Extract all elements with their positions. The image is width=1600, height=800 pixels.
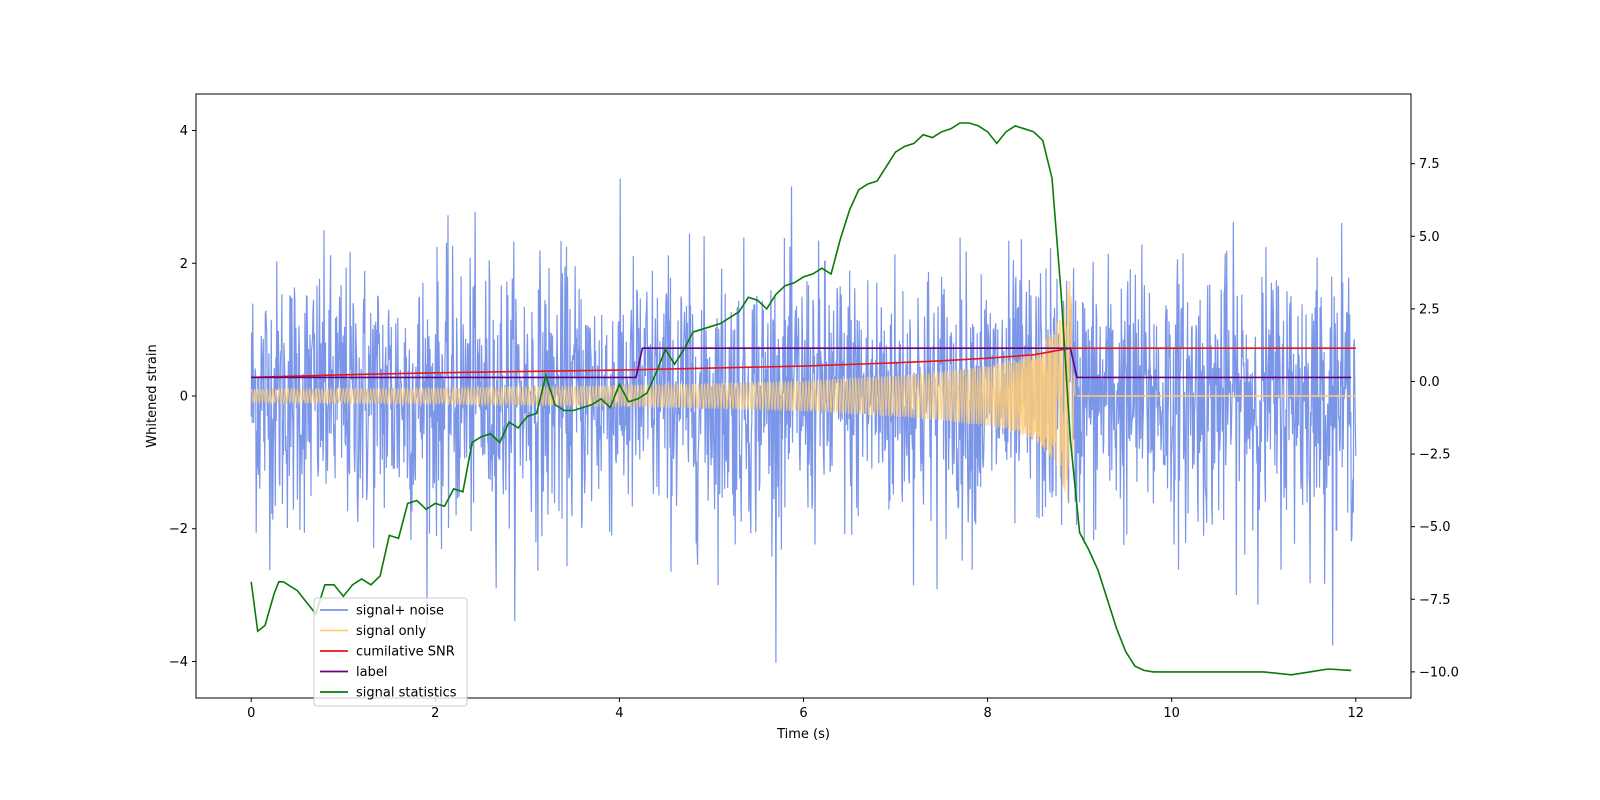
legend-entry: signal statistics <box>356 686 457 701</box>
x-tick-label: 2 <box>431 706 439 721</box>
x-tick-label: 10 <box>1163 706 1180 721</box>
legend-entry: cumilative SNR <box>356 645 455 660</box>
x-tick-label: 6 <box>799 706 807 721</box>
y-tick-label-right: −2.5 <box>1419 448 1451 463</box>
x-axis-label: Time (s) <box>776 727 830 742</box>
y-tick-label-right: 5.0 <box>1419 230 1440 245</box>
series-label <box>251 347 1352 379</box>
series-signal-noise <box>250 178 1357 663</box>
x-tick-label: 12 <box>1347 706 1364 721</box>
y-tick-label-right: −7.5 <box>1419 593 1451 608</box>
series-signal-statistics <box>250 122 1352 676</box>
y-axis-left: −4 −2 0 2 4 <box>169 124 196 670</box>
y-tick-label-left: −4 <box>169 655 188 670</box>
y-tick-label-left: −2 <box>169 522 188 537</box>
y-tick-label-left: 4 <box>180 124 188 139</box>
y-tick-label-right: 2.5 <box>1419 302 1440 317</box>
y-axis-right: −10.0 −7.5 −5.0 −2.5 0.0 2.5 5.0 7.5 <box>1411 157 1459 680</box>
legend-entry: label <box>356 665 387 680</box>
y-tick-label-right: 7.5 <box>1419 157 1440 172</box>
legend-entry: signal+ noise <box>356 604 444 619</box>
legend-entry: signal only <box>356 624 426 639</box>
y-tick-label-right: 0.0 <box>1419 375 1440 390</box>
y-tick-label-right: −10.0 <box>1419 665 1459 680</box>
y-tick-label-left: 2 <box>180 257 188 272</box>
legend-box <box>313 597 468 707</box>
y-tick-label-right: −5.0 <box>1419 520 1451 535</box>
y-tick-label-left: 0 <box>180 390 188 405</box>
x-tick-label: 0 <box>247 706 255 721</box>
series-signal-only <box>250 281 1076 500</box>
y-axis-label-left: Whitened strain <box>145 344 160 447</box>
x-tick-label: 8 <box>983 706 991 721</box>
x-axis: 0 2 4 6 8 10 12 <box>247 698 1364 721</box>
series-layer <box>250 122 1357 676</box>
x-tick-label: 4 <box>615 706 623 721</box>
legend: signal+ noise signal only cumilative SNR la… <box>313 597 468 707</box>
